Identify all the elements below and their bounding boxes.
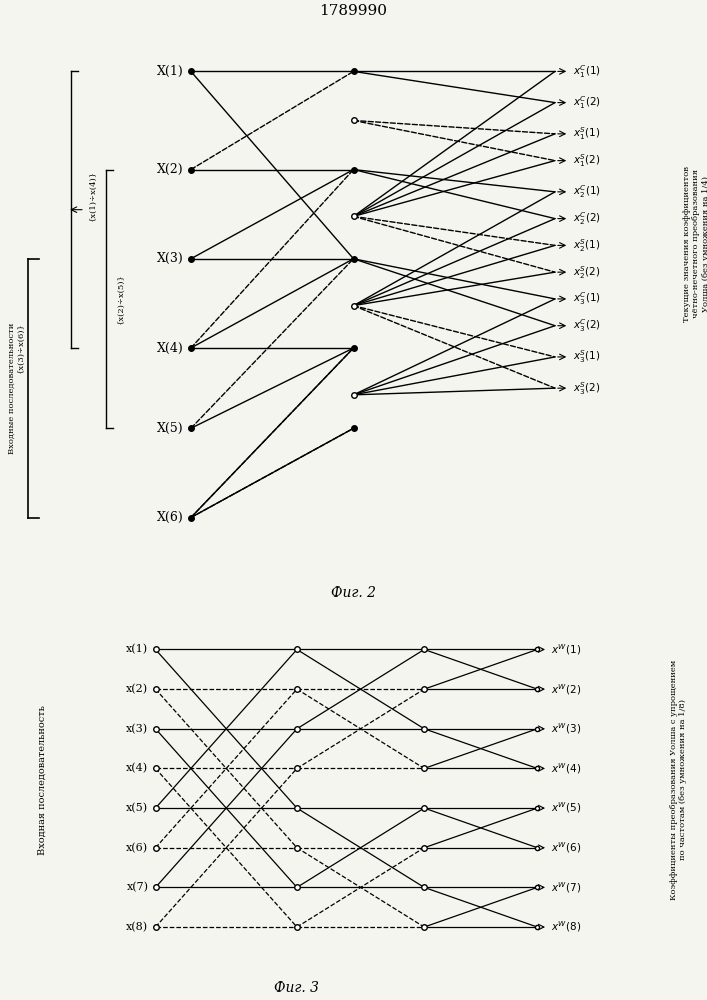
- Text: $x_2^C(2)$: $x_2^C(2)$: [573, 210, 601, 227]
- Text: $x_3^C(2)$: $x_3^C(2)$: [573, 317, 601, 334]
- Text: x(5): x(5): [127, 803, 148, 813]
- Text: Входные последовательности
{x(3)÷x(6)}: Входные последовательности {x(3)÷x(6)}: [8, 322, 25, 454]
- Text: $x_2^S(1)$: $x_2^S(1)$: [573, 237, 600, 254]
- Text: $x^W(2)$: $x^W(2)$: [551, 682, 582, 697]
- Text: x(1): x(1): [127, 644, 148, 655]
- Text: X(1): X(1): [157, 65, 184, 78]
- Text: x(3): x(3): [127, 724, 148, 734]
- Text: $x_1^S(1)$: $x_1^S(1)$: [573, 125, 600, 142]
- Text: $x^W(5)$: $x^W(5)$: [551, 801, 582, 815]
- Text: Текущие значения коэффициентов
чётно-нечетного преобразования
Уолша (без умножен: Текущие значения коэффициентов чётно-неч…: [683, 166, 707, 322]
- Text: $x^W(7)$: $x^W(7)$: [551, 880, 582, 895]
- Text: $x_3^S(2)$: $x_3^S(2)$: [573, 380, 600, 397]
- Text: x(2): x(2): [127, 684, 148, 694]
- Text: $x^W(1)$: $x^W(1)$: [551, 642, 582, 657]
- Text: X(6): X(6): [157, 511, 184, 524]
- Text: Входная последовательность: Входная последовательность: [38, 705, 47, 855]
- Text: Фиг. 3: Фиг. 3: [274, 981, 320, 995]
- Text: {x(2)÷x(5)}: {x(2)÷x(5)}: [117, 273, 124, 324]
- Text: x(8): x(8): [127, 922, 148, 932]
- Text: 1789990: 1789990: [320, 4, 387, 18]
- Text: X(3): X(3): [157, 252, 184, 265]
- Text: Фиг. 2: Фиг. 2: [331, 586, 376, 600]
- Text: x(7): x(7): [127, 882, 148, 893]
- Text: $x^W(4)$: $x^W(4)$: [551, 761, 582, 776]
- Text: $x_1^S(2)$: $x_1^S(2)$: [573, 152, 600, 169]
- Text: x(6): x(6): [127, 843, 148, 853]
- Text: $x_1^C(2)$: $x_1^C(2)$: [573, 94, 601, 111]
- Text: $x_3^S(1)$: $x_3^S(1)$: [573, 349, 600, 365]
- Text: $x_1^C(1)$: $x_1^C(1)$: [573, 63, 601, 80]
- Text: $x_3^C(1)$: $x_3^C(1)$: [573, 291, 601, 307]
- Text: X(4): X(4): [157, 342, 184, 355]
- Text: X(5): X(5): [157, 422, 184, 435]
- Text: X(2): X(2): [157, 163, 184, 176]
- Text: $x_2^S(2)$: $x_2^S(2)$: [573, 264, 600, 281]
- Text: Коэффициенты преобразования Уолша с упрощением
по частотам (без умножения на 1/8: Коэффициенты преобразования Уолша с упро…: [670, 660, 687, 900]
- Text: $x_2^C(1)$: $x_2^C(1)$: [573, 183, 601, 200]
- Text: $x^W(8)$: $x^W(8)$: [551, 920, 582, 934]
- Text: x(4): x(4): [127, 763, 148, 774]
- Text: {x(1)÷x(4)}: {x(1)÷x(4)}: [88, 170, 96, 221]
- Text: $x^W(3)$: $x^W(3)$: [551, 721, 582, 736]
- Text: $x^W(6)$: $x^W(6)$: [551, 840, 582, 855]
